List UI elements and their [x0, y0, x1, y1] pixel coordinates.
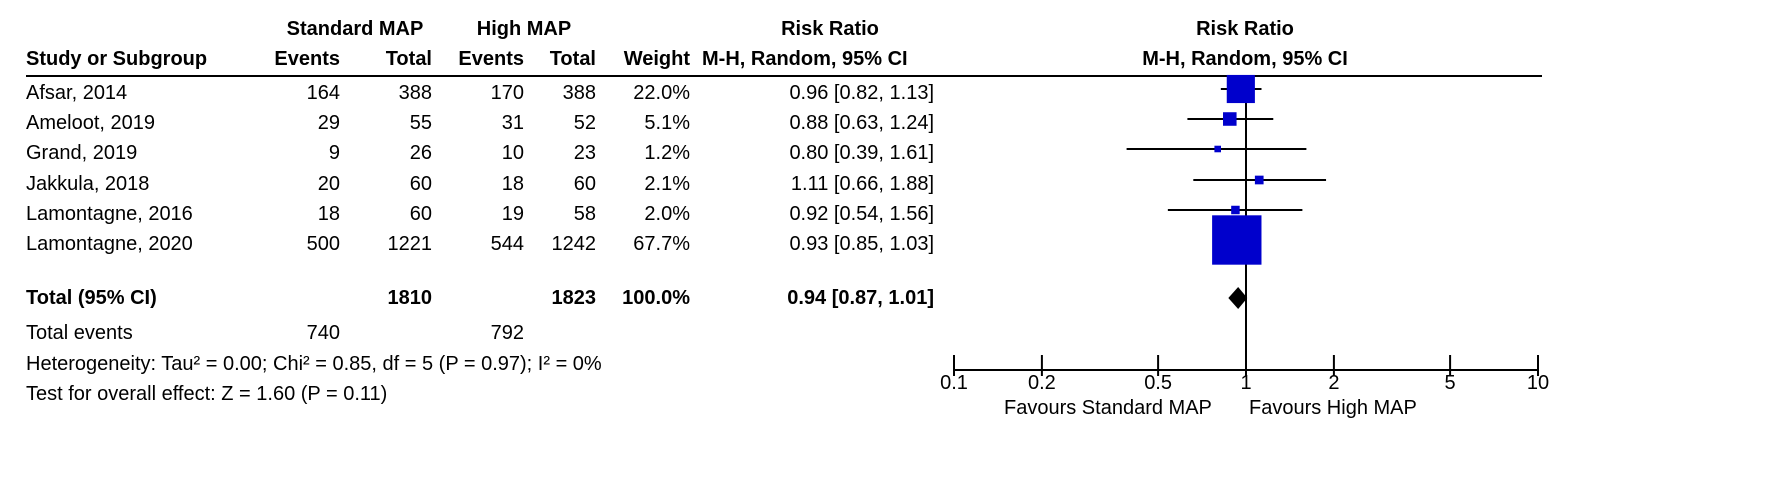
- weight-value: 22.0%: [633, 82, 690, 104]
- total-events2: 792: [490, 322, 524, 344]
- method-header: M-H, Random, 95% CI: [702, 48, 908, 70]
- events1-value: 500: [306, 233, 340, 255]
- total1-value: 1221: [387, 233, 433, 255]
- risk-ratio-value: 0.93 [0.85, 1.03]: [789, 233, 934, 255]
- plot-method-header: M-H, Random, 95% CI: [1142, 48, 1348, 70]
- heterogeneity-text: Heterogeneity: Tau² = 0.00; Chi² = 0.85,…: [26, 353, 602, 375]
- risk-ratio-value: 0.88 [0.63, 1.24]: [789, 112, 934, 134]
- events2-value: 10: [501, 142, 524, 164]
- group2-header: High MAP: [476, 18, 572, 40]
- events1-value: 164: [306, 82, 340, 104]
- events1-value: 29: [317, 112, 340, 134]
- point-estimate: [1212, 215, 1262, 265]
- weight-header: Weight: [623, 48, 690, 70]
- total1-value: 388: [398, 82, 432, 104]
- total2-value: 58: [573, 203, 596, 225]
- total1-header: Total: [385, 48, 432, 70]
- study-name: Lamontagne, 2020: [26, 233, 193, 255]
- favours-left-label: Favours Standard MAP: [1004, 397, 1212, 419]
- total-events1: 740: [306, 322, 340, 344]
- study-column-header: Study or Subgroup: [26, 48, 208, 70]
- point-estimate: [1223, 112, 1237, 126]
- risk-ratio-value: 0.80 [0.39, 1.61]: [789, 142, 934, 164]
- study-name: Grand, 2019: [26, 142, 138, 164]
- events1-value: 9: [328, 142, 340, 164]
- x-tick-label: 0.2: [1028, 372, 1056, 394]
- risk-ratio-value: 0.96 [0.82, 1.13]: [789, 82, 934, 104]
- effect-title: Risk Ratio: [781, 18, 879, 40]
- total2-header: Total: [549, 48, 596, 70]
- total1-value: 55: [409, 112, 432, 134]
- x-tick-label: 1: [1240, 372, 1251, 394]
- events1-value: 18: [317, 203, 340, 225]
- x-tick-label: 5: [1445, 372, 1456, 394]
- events1-header: Events: [274, 48, 340, 70]
- total1-value: 26: [409, 142, 432, 164]
- weight-value: 2.0%: [644, 203, 690, 225]
- x-tick-label: 0.1: [940, 372, 968, 394]
- total-events-label: Total events: [26, 322, 133, 344]
- events2-value: 31: [501, 112, 524, 134]
- pooled-risk-ratio: 0.94 [0.87, 1.01]: [787, 287, 934, 309]
- total2-value: 23: [573, 142, 596, 164]
- study-name: Afsar, 2014: [26, 82, 128, 104]
- weight-value: 1.2%: [644, 142, 690, 164]
- overall-effect-text: Test for overall effect: Z = 1.60 (P = 0…: [26, 383, 388, 405]
- point-estimate: [1226, 74, 1255, 104]
- total-label: Total (95% CI): [26, 287, 157, 309]
- total1-value: 60: [409, 173, 432, 195]
- risk-ratio-value: 1.11 [0.66, 1.88]: [790, 173, 934, 195]
- risk-ratio-value: 0.92 [0.54, 1.56]: [789, 203, 934, 225]
- events2-value: 544: [490, 233, 524, 255]
- x-tick-label: 0.5: [1144, 372, 1172, 394]
- events1-value: 20: [317, 173, 340, 195]
- total2-value: 1242: [551, 233, 597, 255]
- total2-value: 388: [562, 82, 596, 104]
- total1-value: 60: [409, 203, 432, 225]
- x-tick-label: 10: [1527, 372, 1549, 394]
- weight-value: 67.7%: [633, 233, 690, 255]
- events2-header: Events: [458, 48, 524, 70]
- total2-value: 52: [573, 112, 596, 134]
- events2-value: 19: [501, 203, 524, 225]
- x-tick-label: 2: [1328, 372, 1339, 394]
- point-estimate: [1254, 175, 1264, 185]
- study-name: Jakkula, 2018: [26, 173, 150, 195]
- total2-value: 60: [573, 173, 596, 195]
- events2-value: 18: [501, 173, 524, 195]
- group1-header: Standard MAP: [286, 18, 424, 40]
- plot-title: Risk Ratio: [1196, 18, 1294, 40]
- total1-sum: 1810: [387, 287, 433, 309]
- favours-right-label: Favours High MAP: [1249, 397, 1417, 419]
- total-weight: 100.0%: [622, 287, 690, 309]
- pooled-diamond: [1228, 287, 1248, 309]
- weight-value: 5.1%: [644, 112, 690, 134]
- point-estimate: [1214, 145, 1221, 153]
- study-name: Ameloot, 2019: [26, 112, 155, 134]
- events2-value: 170: [490, 82, 524, 104]
- point-estimate: [1231, 205, 1240, 215]
- total2-sum: 1823: [551, 287, 597, 309]
- weight-value: 2.1%: [644, 173, 690, 195]
- study-name: Lamontagne, 2016: [26, 203, 193, 225]
